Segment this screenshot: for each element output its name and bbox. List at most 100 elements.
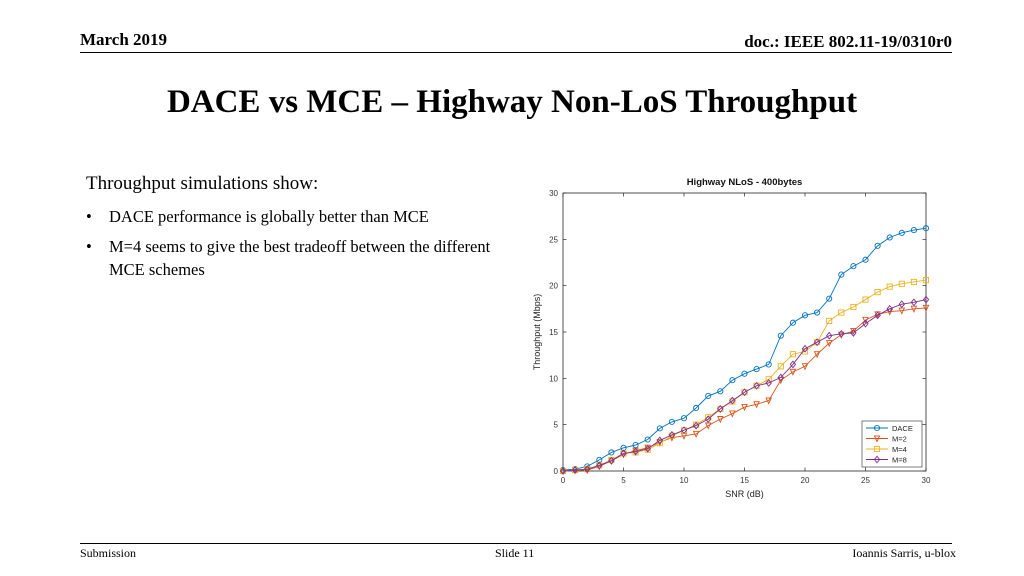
- data-point: [680, 415, 688, 422]
- data-point: [862, 256, 869, 263]
- data-point: [826, 295, 833, 302]
- x-tick-label: 10: [680, 476, 689, 485]
- bullet-text: M=4 seems to give the best tradeoff betw…: [109, 237, 491, 279]
- data-point: [705, 415, 712, 424]
- data-point: [838, 309, 845, 316]
- data-point: [741, 370, 748, 377]
- legend-marker: [873, 445, 881, 453]
- data-point: [874, 242, 881, 249]
- series-line: [562, 227, 927, 471]
- data-point: [777, 373, 784, 382]
- data-point: [741, 404, 748, 412]
- data-point: [692, 430, 700, 439]
- x-tick-label: 20: [801, 476, 810, 485]
- data-point: [620, 449, 627, 458]
- data-point: [910, 227, 917, 234]
- data-point: [668, 418, 675, 425]
- data-point: [753, 366, 760, 373]
- x-axis-label: SNR (dB): [725, 489, 764, 499]
- data-point: [656, 436, 663, 445]
- footer-rule: [80, 543, 952, 544]
- data-point: [813, 338, 821, 347]
- y-tick-label: 5: [554, 421, 559, 430]
- data-point: [716, 416, 724, 424]
- y-tick-label: 20: [549, 282, 558, 291]
- bullet-list: • DACE performance is globally better tha…: [86, 205, 506, 288]
- data-point: [644, 436, 651, 443]
- header-date: March 2019: [80, 30, 168, 49]
- header-doc-id: doc.: IEEE 802.11-19/0310r0: [744, 32, 952, 51]
- data-point: [571, 466, 579, 474]
- data-point: [801, 344, 809, 353]
- data-point: [729, 377, 736, 384]
- data-point: [922, 277, 930, 284]
- bullet-icon: •: [86, 237, 92, 256]
- data-point: [692, 421, 700, 430]
- legend-label: M=2: [892, 434, 907, 443]
- y-tick-label: 15: [549, 328, 558, 337]
- data-point: [765, 379, 772, 387]
- legend-marker: [873, 424, 881, 432]
- data-point: [801, 363, 809, 371]
- data-point: [705, 392, 712, 399]
- throughput-chart: 0 5 10 15 20 25 30 0 5 10 15 20 25 30 Highway NLoS - 4…: [532, 177, 931, 499]
- footer-submission: Submission: [80, 546, 137, 560]
- bullet-text: DACE performance is globally better than…: [109, 207, 429, 226]
- data-point: [862, 319, 869, 328]
- data-point: [838, 271, 845, 278]
- footer-author: Ioannis Sarris, u-blox: [852, 546, 956, 560]
- data-point: [777, 363, 784, 370]
- data-point: [559, 467, 567, 475]
- data-point: [922, 304, 930, 312]
- series-line: [562, 299, 927, 472]
- legend-label: M=4: [892, 445, 907, 454]
- data-point: [850, 329, 857, 337]
- intro-text: Throughput simulations show:: [86, 173, 319, 194]
- data-point: [789, 319, 796, 326]
- data-point: [717, 404, 724, 413]
- data-point: [801, 312, 809, 319]
- y-axis-label: Throughput (Mbps): [532, 294, 542, 371]
- data-point: [789, 351, 796, 358]
- data-point: [729, 396, 736, 405]
- y-tick-label: 25: [549, 235, 558, 244]
- data-point: [826, 331, 833, 340]
- data-point: [874, 289, 881, 296]
- data-point: [680, 426, 688, 435]
- legend-marker: [873, 455, 881, 464]
- data-point: [850, 303, 857, 311]
- data-point: [741, 388, 748, 397]
- data-point: [608, 449, 615, 456]
- data-point: [814, 309, 821, 316]
- data-point: [632, 447, 639, 456]
- x-tick-label: 30: [922, 476, 931, 485]
- data-point: [789, 368, 797, 376]
- footer-slide-number: Slide 11: [495, 546, 535, 560]
- data-point: [874, 311, 881, 320]
- x-tick-label: 0: [561, 476, 566, 485]
- data-point: [753, 381, 760, 390]
- data-point: [826, 317, 833, 324]
- chart-title: Highway NLoS - 400bytes: [687, 177, 803, 188]
- legend-marker: [873, 435, 881, 443]
- data-point: [862, 296, 869, 303]
- data-point: [596, 461, 603, 470]
- x-tick-label: 15: [740, 476, 749, 485]
- data-point: [838, 329, 845, 338]
- data-point: [656, 425, 663, 432]
- data-point: [910, 298, 918, 307]
- data-point: [765, 397, 773, 405]
- data-point: [584, 465, 591, 474]
- legend-label: M=8: [892, 455, 907, 464]
- series-dace: [559, 225, 930, 474]
- y-tick-label: 0: [554, 467, 559, 476]
- data-point: [608, 456, 615, 465]
- data-point: [910, 278, 917, 286]
- data-point: [813, 351, 821, 359]
- legend-label: DACE: [892, 424, 913, 433]
- data-point: [644, 444, 651, 453]
- header-rule: [80, 52, 952, 53]
- y-tick-label: 10: [549, 374, 558, 383]
- y-tick-label: 30: [549, 189, 558, 198]
